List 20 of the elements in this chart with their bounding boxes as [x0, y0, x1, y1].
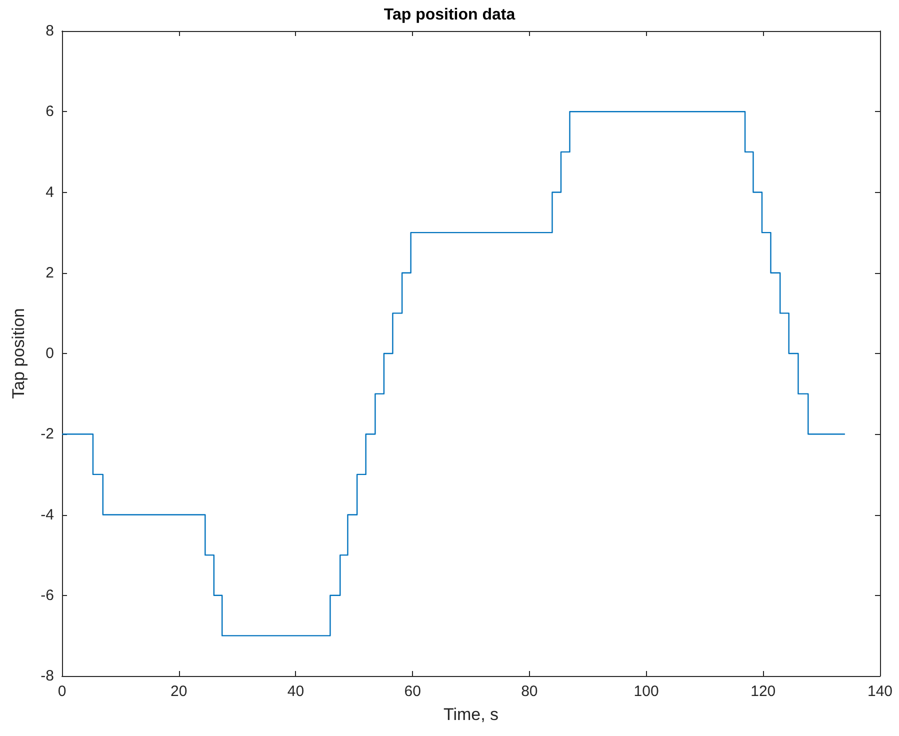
y-tick-label: 8	[46, 22, 54, 40]
y-tick-label: 4	[46, 184, 54, 201]
x-tick-label: 0	[58, 683, 66, 700]
x-tick-label: 60	[404, 683, 421, 700]
y-tick-label: -2	[40, 426, 54, 443]
x-tick-label: 140	[867, 683, 893, 700]
x-tick-label: 100	[634, 683, 659, 700]
x-tick-label: 120	[750, 683, 776, 700]
y-tick-label: 6	[46, 103, 54, 120]
y-tick-label: 0	[46, 345, 54, 362]
y-tick-label: -8	[40, 668, 54, 684]
x-axis-title: Time, s	[443, 705, 499, 724]
chart-title: Tap position data	[384, 6, 516, 24]
x-tick-label: 80	[521, 683, 538, 700]
x-tick-label: 20	[170, 683, 188, 700]
y-tick-label: 2	[46, 264, 54, 282]
y-tick-label: -4	[40, 506, 54, 524]
y-axis-title: Tap position	[9, 308, 28, 399]
y-tick-label: -6	[40, 586, 54, 604]
x-tick-label: 40	[287, 683, 304, 700]
